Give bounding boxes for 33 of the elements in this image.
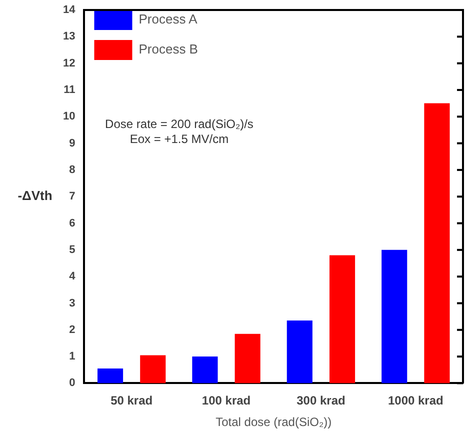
legend-label: Process B: [138, 42, 198, 57]
x-tick-label: 300 krad: [296, 394, 346, 408]
y-tick-label: 0: [69, 377, 76, 390]
x-axis-title: Total dose (rad(SiO₂)): [216, 415, 332, 430]
annotation: Eox = +1.5 MV/cm: [130, 132, 229, 146]
bar: [424, 103, 450, 384]
y-tick-label: 10: [62, 110, 76, 123]
bar: [234, 334, 260, 384]
bar: [192, 356, 218, 384]
y-tick-label: 7: [69, 190, 76, 203]
bar: [382, 250, 408, 384]
x-tick-label: 1000 krad: [388, 394, 444, 408]
y-tick-label: 11: [64, 84, 76, 96]
bar: [140, 355, 166, 384]
annotation: Dose rate = 200 rad(SiO₂)/s: [105, 117, 254, 131]
y-tick-label: 14: [62, 4, 76, 16]
y-tick-label: 2: [69, 324, 76, 336]
bar: [97, 368, 124, 384]
bar: [329, 255, 356, 384]
y-tick-label: 5: [69, 244, 76, 256]
y-tick-label: 8: [69, 164, 76, 176]
y-tick-label: 9: [69, 137, 76, 150]
y-tick-label: 4: [69, 270, 76, 283]
y-tick-label: 13: [62, 30, 76, 43]
y-tick-label: 1: [69, 350, 76, 363]
bar: [286, 320, 312, 384]
y-tick-label: 12: [62, 57, 76, 70]
y-tick-label: 6: [69, 217, 76, 230]
y-axis-title: -ΔVth: [18, 188, 52, 203]
x-tick-label: 100 krad: [202, 394, 251, 408]
x-tick-label: 50 krad: [110, 394, 153, 408]
legend-label: Process A: [138, 12, 198, 27]
y-tick-label: 3: [69, 297, 76, 310]
